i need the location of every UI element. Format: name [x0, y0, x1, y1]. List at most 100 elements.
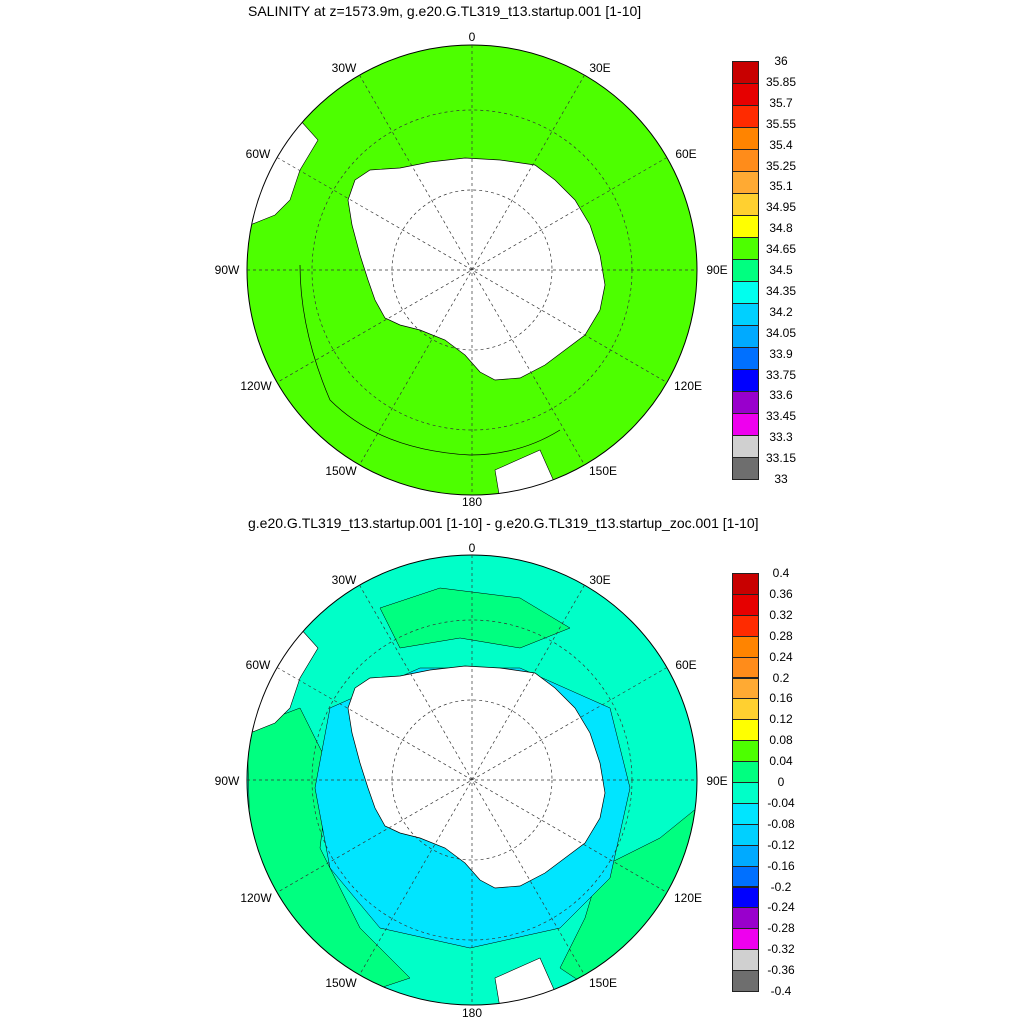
- bottom-colorbar-swatch: [732, 782, 759, 804]
- top-colorbar-swatch: [732, 105, 759, 128]
- top-colorbar-label: 33.3: [769, 430, 793, 445]
- bottom-colorbar-swatch: [732, 719, 759, 742]
- bottom-colorbar-label: -0.32: [767, 942, 795, 957]
- top-colorbar-label: 35.4: [769, 137, 793, 152]
- top-graticule: [247, 45, 697, 495]
- bottom-colorbar-label: -0.28: [767, 921, 795, 936]
- top-colorbar-label: 34.65: [765, 242, 797, 257]
- bottom-colorbar-swatch: [732, 573, 759, 595]
- top-colorbar-label: 35.85: [765, 74, 797, 89]
- top-colorbar-label: 35.1: [769, 179, 793, 194]
- top-colorbar-swatch: [732, 193, 759, 216]
- bottom-colorbar-label: -0.2: [770, 879, 792, 894]
- bottom-colorbar-swatch: [732, 970, 759, 992]
- top-colorbar-swatch: [732, 281, 759, 304]
- bottom-antarctica-land: [347, 665, 606, 889]
- bottom-colorbar-label: 0.2: [772, 670, 790, 685]
- top-colorbar-swatch: [732, 127, 759, 150]
- bottom-lon-60e: 60E: [675, 658, 697, 672]
- top-colorbar-swatch: [732, 325, 759, 348]
- top-colorbar-label: 35.7: [769, 95, 793, 110]
- bottom-colorbar-swatch: [732, 844, 759, 867]
- bottom-graticule: [247, 555, 697, 1005]
- bottom-colorbar-label: 0.16: [769, 691, 793, 706]
- top-map-title: SALINITY at z=1573.9m, g.e20.G.TL319_t13…: [248, 3, 642, 19]
- top-colorbar-swatch: [732, 83, 759, 106]
- bottom-lon-30w: 30W: [331, 573, 357, 587]
- top-antarctica-land: [347, 157, 606, 381]
- bottom-lon-60w: 60W: [245, 658, 271, 672]
- bottom-colorbar-swatch: [732, 593, 759, 616]
- bottom-colorbar-label: 0.36: [769, 586, 793, 601]
- top-colorbar-swatch: [732, 171, 759, 194]
- top-lon-30w: 30W: [331, 61, 357, 75]
- top-lon-60w: 60W: [245, 147, 271, 161]
- bottom-colorbar-label: 0.28: [769, 628, 793, 643]
- top-lon-90e: 90E: [706, 263, 728, 277]
- bottom-lon-90w: 90W: [214, 774, 240, 788]
- top-colorbar-label: 34.8: [769, 221, 793, 236]
- bottom-colorbar-swatch: [732, 677, 759, 700]
- bottom-colorbar-label: -0.36: [767, 963, 795, 978]
- top-lon-90w: 90W: [214, 263, 240, 277]
- bottom-lon-0: 0: [468, 541, 476, 555]
- bottom-colorbar-swatch: [732, 656, 759, 679]
- top-lon-120e: 120E: [673, 379, 703, 393]
- top-colorbar-label: 33: [774, 472, 788, 486]
- bottom-colorbar-label: 0.4: [772, 566, 790, 580]
- top-polar-map: [246, 44, 698, 496]
- bottom-colorbar-swatch: [732, 823, 759, 846]
- bottom-colorbar-label: -0.08: [767, 816, 795, 831]
- bottom-colorbar-label: -0.16: [767, 858, 795, 873]
- top-lon-0: 0: [468, 30, 476, 44]
- top-colorbar-label: 34.35: [765, 283, 797, 298]
- bottom-lon-180: 180: [461, 1006, 483, 1020]
- top-colorbar-label: 33.15: [765, 451, 797, 466]
- bottom-colorbar-swatch: [732, 761, 759, 783]
- top-colorbar-label: 34.95: [765, 200, 797, 215]
- top-lon-180: 180: [461, 495, 483, 509]
- top-colorbar-label: 35.25: [765, 158, 797, 173]
- bottom-colorbar-label: 0.32: [769, 607, 793, 622]
- top-colorbar-swatch: [732, 303, 759, 326]
- top-lon-150w: 150W: [325, 464, 357, 478]
- top-colorbar-swatch: [732, 215, 759, 238]
- bottom-lon-150e: 150E: [588, 976, 618, 990]
- top-colorbar-label: 35.55: [765, 116, 797, 131]
- top-colorbar-label: 33.75: [765, 367, 797, 382]
- bottom-colorbar-label: 0: [777, 775, 785, 789]
- top-colorbar-swatch: [732, 61, 759, 84]
- top-colorbar-label: 33.45: [765, 409, 797, 424]
- bottom-colorbar-label: -0.24: [767, 900, 795, 915]
- top-colorbar-label: 36: [774, 54, 788, 68]
- bottom-colorbar-label: -0.4: [770, 984, 792, 998]
- top-lon-120w: 120W: [240, 379, 272, 393]
- top-colorbar-label: 33.9: [769, 346, 793, 361]
- top-colorbar-swatch: [732, 237, 759, 260]
- top-colorbar-swatch: [732, 149, 759, 172]
- bottom-lon-120w: 120W: [240, 891, 272, 905]
- bottom-colorbar-swatch: [732, 802, 759, 825]
- top-colorbar-swatch: [732, 369, 759, 392]
- top-colorbar-label: 34.5: [769, 263, 793, 277]
- top-lon-30e: 30E: [589, 61, 611, 75]
- bottom-colorbar-label: 0.12: [769, 712, 793, 727]
- bottom-colorbar-label: -0.04: [767, 795, 795, 810]
- bottom-colorbar-swatch: [732, 865, 759, 888]
- bottom-colorbar: -0.4 -0.36 -0.32 -0.28 -0.24 -0.2 -0.16 -0.12 -0…: [732, 566, 812, 998]
- bottom-lon-30e: 30E: [589, 573, 611, 587]
- top-colorbar-swatch: [732, 259, 759, 282]
- top-shelf-contour: [299, 264, 561, 456]
- top-colorbar-swatch: [732, 391, 759, 414]
- top-colorbar: 33 33.15 33.3 33.45 33.6 33.75 33.9 34.05 34.2 34…: [732, 54, 812, 486]
- bottom-colorbar-label: 0.04: [769, 754, 793, 769]
- top-lon-60e: 60E: [675, 147, 697, 161]
- top-colorbar-label: 34.2: [769, 304, 793, 319]
- bottom-colorbar-swatch: [732, 928, 759, 951]
- bottom-lon-120e: 120E: [673, 891, 703, 905]
- bottom-colorbar-swatch: [732, 698, 759, 721]
- bottom-polar-map: [246, 554, 698, 1006]
- bottom-colorbar-swatch: [732, 740, 759, 763]
- top-colorbar-label: 33.6: [769, 388, 793, 403]
- bottom-colorbar-swatch: [732, 635, 759, 658]
